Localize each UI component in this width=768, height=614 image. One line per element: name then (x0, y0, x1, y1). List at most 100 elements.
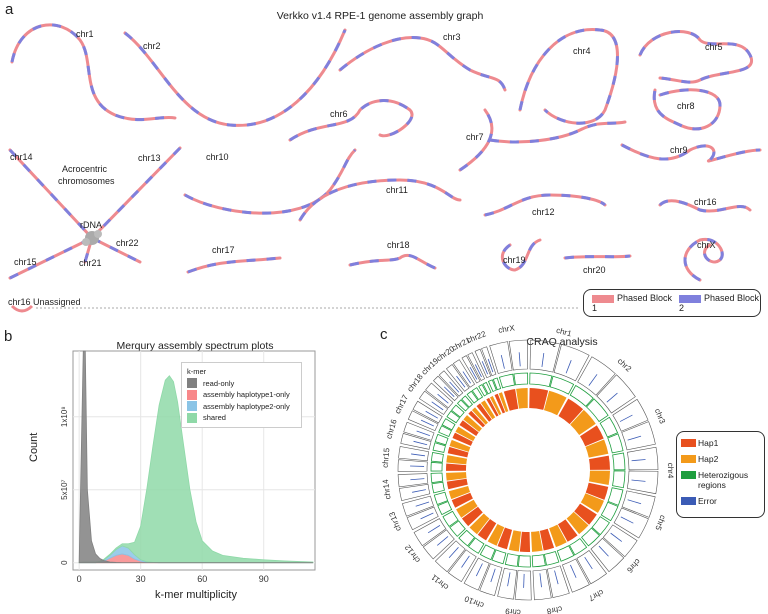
graph-chrX (683, 237, 724, 282)
het-track (599, 416, 619, 438)
hap2-bar (469, 513, 490, 535)
error-track (532, 569, 552, 601)
craq-chr15: chr15 (381, 446, 468, 472)
craq-label-chr12: chr12 (403, 542, 422, 564)
het-track (441, 418, 456, 431)
error-mark (565, 360, 572, 374)
graph-chr2 (123, 28, 347, 127)
hap2-bar (516, 388, 528, 409)
error-track (479, 563, 503, 596)
legend-hap1: Hap1 (681, 438, 760, 448)
error-mark (627, 435, 642, 441)
hap1-bar (585, 482, 609, 500)
het-track (430, 451, 444, 463)
legend-het: Heterozigous regions (681, 470, 760, 490)
graph-chr22 (90, 236, 142, 264)
craq-label-chr11: chr11 (429, 572, 450, 591)
x-tick-label: 90 (259, 574, 269, 584)
block1-swatch (592, 294, 614, 303)
hap1-bar (529, 388, 549, 410)
het-track (487, 379, 497, 393)
hap2-bar (549, 524, 567, 548)
hap2-bar (543, 390, 567, 416)
error-mark (507, 572, 511, 587)
hap1-bar (519, 531, 531, 552)
label-rdna: rDNA (80, 220, 102, 230)
het-track (451, 404, 465, 418)
het-track (607, 487, 624, 506)
error-mark (588, 374, 598, 386)
hap1-bar (580, 425, 604, 447)
error-mark (412, 489, 426, 493)
hap1-bar (452, 432, 473, 446)
error-mark (474, 364, 482, 378)
error-track (413, 518, 447, 547)
label-chr17: chr17 (212, 245, 235, 255)
error-mark (518, 352, 521, 367)
het-track (446, 410, 461, 424)
error-mark (619, 414, 633, 422)
label-chr2: chr2 (143, 41, 161, 51)
error-track (403, 421, 435, 441)
craq-label-chr3: chr3 (653, 407, 667, 425)
het-track (491, 549, 507, 565)
error-mark (462, 371, 471, 384)
het-track (433, 491, 449, 506)
error-track (425, 382, 454, 409)
legend-hap2: Hap2 (681, 454, 760, 464)
error-mark (461, 555, 470, 568)
graph-chr12 (483, 193, 607, 217)
hap2-bar (487, 523, 505, 546)
error-mark (490, 568, 496, 583)
area-read-only (78, 350, 313, 564)
het-track (467, 537, 485, 554)
hap1-bar (476, 403, 492, 422)
x-axis-label: k-mer multiplicity (155, 589, 237, 601)
craq-label-chr6: chr6 (625, 557, 642, 575)
graph-chr1 (10, 23, 177, 122)
craq-chrX: chrX (489, 323, 529, 411)
hap2-bar (489, 395, 502, 416)
hap2-bar (471, 407, 488, 425)
hap1-bar (503, 389, 519, 411)
error-track (402, 495, 434, 517)
label-chr14: chr14 (10, 152, 33, 162)
graph-chr15 (8, 236, 94, 280)
het-track (442, 510, 459, 528)
error-track (398, 483, 431, 501)
error-mark (570, 564, 577, 578)
legend-item-hap2: assembly haplotype2-only (187, 401, 296, 413)
hap2-bar (446, 455, 468, 465)
het-track (466, 390, 479, 404)
het-track (569, 384, 594, 407)
error-track (467, 352, 486, 381)
craq-label-chr1: chr1 (555, 326, 573, 339)
craq-label-chr18: chr18 (406, 372, 426, 394)
panel-b-letter: b (4, 328, 13, 345)
craq-chr9: chr9 (497, 530, 532, 614)
craq-chr6: chr6 (566, 503, 642, 575)
hap2-bar (449, 439, 471, 452)
het-track (569, 537, 588, 556)
graph-chr16 (658, 199, 752, 213)
error-track (397, 459, 428, 472)
hap1-bar (468, 410, 486, 428)
graph-chr9 (620, 143, 762, 163)
hap2-bar (480, 400, 496, 420)
hap1-bar (494, 393, 506, 414)
craq-label-chr17: chr17 (393, 393, 410, 415)
error-track (613, 507, 649, 539)
hap2-bar (456, 499, 478, 518)
graph-chr19 (500, 238, 542, 272)
het-track (492, 377, 502, 391)
error-track (576, 550, 607, 585)
error-mark (620, 516, 634, 524)
error-track (514, 570, 532, 601)
label-chr5: chr5 (705, 42, 723, 52)
graph-chr17 (186, 256, 282, 274)
error-mark (413, 440, 428, 446)
hap1-bar (558, 398, 584, 425)
graph-chr3 (338, 35, 507, 92)
legend-item-shared: shared (187, 412, 296, 424)
